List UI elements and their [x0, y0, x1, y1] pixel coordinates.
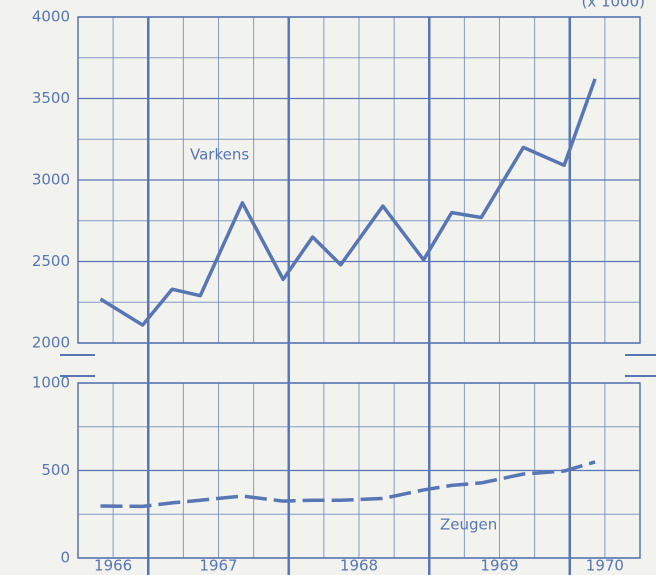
- y-tick-label: 0: [60, 549, 70, 567]
- y-tick-label: 500: [41, 461, 70, 479]
- x-tick-label: 1967: [199, 557, 237, 575]
- axis-break: [60, 354, 656, 377]
- series-label: Varkens: [190, 146, 249, 164]
- x-tick-label: 1968: [340, 557, 378, 575]
- series-label: Zeugen: [440, 516, 497, 534]
- x-tick-label: 1966: [94, 557, 132, 575]
- x-tick-label: 1969: [480, 557, 518, 575]
- y-tick-label: 4000: [32, 8, 70, 26]
- y-tick-label: 1000: [32, 374, 70, 392]
- y-tick-label: 2500: [32, 252, 70, 270]
- y-tick-label: 3000: [32, 171, 70, 189]
- unit-label: (x 1000): [581, 0, 645, 11]
- data-line: [99, 78, 597, 327]
- y-tick-label: 2000: [32, 334, 70, 352]
- x-tick-label: 1970: [586, 557, 624, 575]
- y-tick-label: 3500: [32, 89, 70, 107]
- data-line: [100, 460, 596, 509]
